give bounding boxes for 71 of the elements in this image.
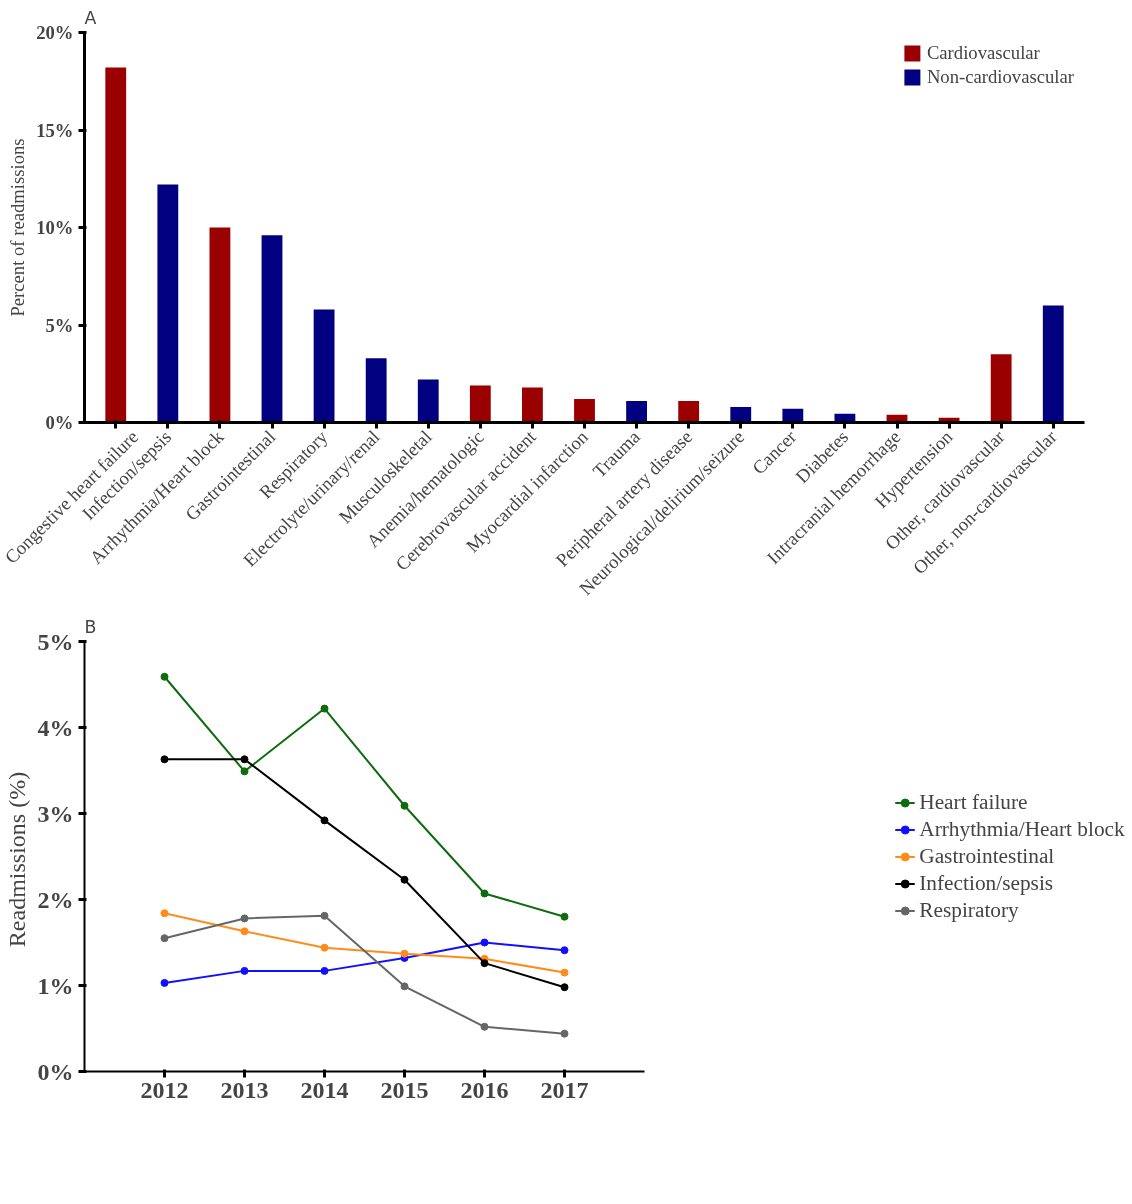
legend-label: Non-cardiovascular: [926, 66, 1074, 88]
point: [400, 875, 409, 884]
point: [160, 934, 169, 943]
y-tick-label: 2%: [37, 886, 74, 913]
chart-title: A: [84, 7, 97, 28]
chart-title: B: [84, 616, 97, 637]
bar: [522, 387, 543, 423]
point: [320, 966, 329, 975]
bar: [365, 358, 387, 423]
y-tick-label: 10%: [36, 217, 74, 238]
x-tick-label: 2017: [540, 1076, 589, 1103]
y-tick-label: 0%: [37, 1058, 74, 1085]
point: [400, 801, 409, 810]
bar: [157, 184, 179, 423]
point: [480, 1022, 489, 1031]
point: [240, 755, 249, 764]
point: [560, 912, 569, 921]
point: [160, 755, 169, 764]
point: [160, 672, 169, 681]
bar: [209, 227, 231, 423]
point: [320, 911, 329, 920]
point: [160, 909, 169, 918]
point: [480, 959, 489, 968]
x-tick-label: 2014: [300, 1076, 349, 1103]
y-tick-label: 15%: [36, 119, 74, 141]
point: [480, 889, 489, 898]
bar: [678, 401, 700, 423]
legend-label: Respiratory: [919, 897, 1019, 923]
x-tick-label: 2012: [140, 1076, 189, 1103]
y-tick-label: 1%: [37, 972, 74, 999]
point: [240, 966, 249, 975]
bar: [626, 401, 647, 423]
point: [320, 943, 329, 952]
y-tick-label: 5%: [45, 314, 74, 336]
point: [320, 816, 329, 825]
point: [560, 968, 569, 977]
y-tick-label: 20%: [36, 22, 74, 43]
point: [320, 704, 329, 713]
legend-label: Heart failure: [919, 789, 1028, 815]
point: [240, 767, 249, 776]
bar: [313, 309, 335, 423]
legend-label: Arrhythmia/Heart block: [919, 816, 1125, 842]
bar: [990, 354, 1012, 423]
x-tick-label: 2013: [220, 1076, 269, 1103]
y-axis-title: Readmissions (%): [3, 771, 30, 948]
point: [560, 946, 569, 955]
y-tick-label: 4%: [37, 714, 74, 741]
point: [240, 914, 249, 923]
point: [160, 978, 169, 987]
bar: [1042, 305, 1064, 423]
y-tick-label: 3%: [37, 800, 74, 827]
y-tick-label: 5%: [37, 628, 74, 655]
point: [480, 938, 489, 947]
x-tick-label: 2015: [380, 1076, 429, 1103]
point: [400, 949, 409, 958]
bar: [261, 235, 283, 423]
point: [560, 1029, 569, 1038]
legend-label: Infection/sepsis: [919, 870, 1054, 896]
bar: [730, 406, 752, 423]
point: [400, 982, 409, 991]
point: [240, 927, 249, 936]
bar: [105, 67, 127, 423]
point: [560, 983, 569, 992]
x-tick-label: 2016: [460, 1076, 509, 1103]
bar: [574, 399, 595, 423]
bar: [469, 385, 491, 423]
legend-label: Cardiovascular: [926, 42, 1040, 64]
y-axis-title: Percent of readmissions: [7, 138, 29, 317]
legend-label: Gastrointestinal: [919, 843, 1055, 869]
bar: [417, 379, 439, 423]
y-tick-label: 0%: [45, 412, 74, 433]
